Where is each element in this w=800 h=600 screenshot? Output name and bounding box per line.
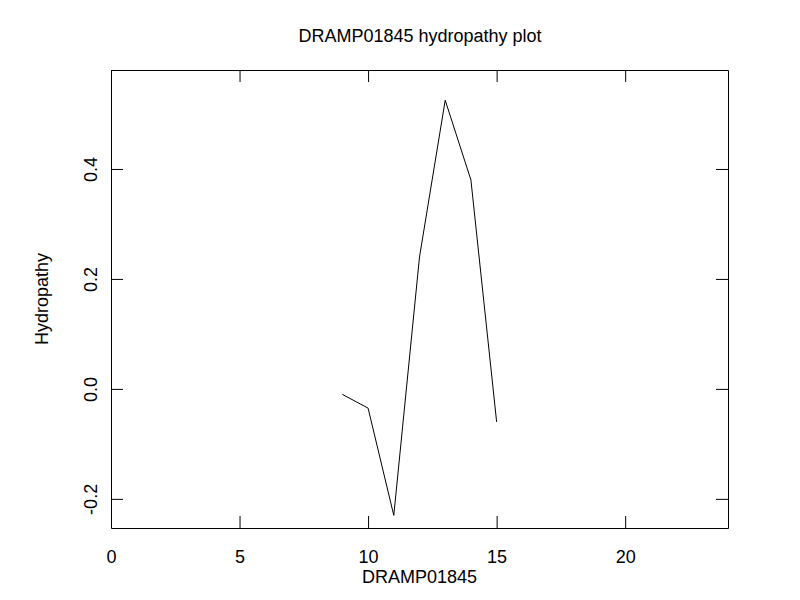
tick-mark (368, 70, 369, 82)
tick-mark (716, 389, 728, 390)
tick: 5 (235, 516, 245, 567)
tick-label: 5 (235, 547, 245, 567)
tick: 10 (359, 516, 379, 567)
title: DRAMP01845 hydropathy plot (298, 26, 541, 46)
axis (716, 71, 729, 529)
axis-line (111, 71, 112, 529)
tick-label: 20 (616, 547, 636, 567)
tick (625, 70, 626, 82)
tick (368, 70, 369, 82)
tick: -0.2 (81, 484, 123, 515)
tick-mark (111, 279, 123, 280)
axis-line (728, 71, 729, 529)
tick (240, 70, 241, 82)
axis: -0.2 0.0 0.2 0.4 (81, 71, 123, 529)
tick-mark (111, 499, 123, 500)
tick: 0.2 (81, 267, 123, 292)
axis-line (112, 70, 729, 71)
tick-label: -0.2 (81, 484, 101, 515)
tick-mark (497, 516, 498, 528)
tick-label: 0.2 (81, 267, 101, 292)
tick (716, 499, 728, 500)
tick-mark (716, 169, 728, 170)
tick-mark (497, 70, 498, 82)
x-axis-title: DRAMP01845 (362, 567, 477, 587)
tick-mark (716, 279, 728, 280)
chart: 0 5 10 15 20 -0.2 0.0 0.2 0.4 DRAMP01845 hydropat… (0, 0, 800, 600)
data-line (342, 100, 496, 515)
tick-mark (111, 169, 123, 170)
tick: 15 (487, 516, 507, 567)
tick-label: 0.4 (81, 157, 101, 182)
tick-mark (240, 516, 241, 528)
tick-label: 0.0 (81, 377, 101, 402)
tick-mark (625, 516, 626, 528)
marks (342, 100, 496, 515)
axis-line (112, 528, 729, 529)
tick-label: 10 (359, 547, 379, 567)
tick-label: 15 (487, 547, 507, 567)
tick: 20 (616, 516, 636, 567)
y-axis-title: Hydropathy (32, 253, 52, 345)
tick-mark (716, 499, 728, 500)
tick-mark (368, 516, 369, 528)
tick-label: 0 (106, 547, 116, 567)
tick-mark (240, 70, 241, 82)
tick: 0.4 (81, 157, 123, 182)
tick (716, 389, 728, 390)
axis: 0 5 10 15 20 (106, 516, 728, 567)
tick-mark (625, 70, 626, 82)
tick (497, 70, 498, 82)
axis (112, 70, 729, 82)
tick (716, 169, 728, 170)
tick-mark (111, 389, 123, 390)
tick: 0.0 (81, 377, 123, 402)
plot-area: 0 5 10 15 20 -0.2 0.0 0.2 0.4 (81, 70, 729, 567)
tick (716, 279, 728, 280)
